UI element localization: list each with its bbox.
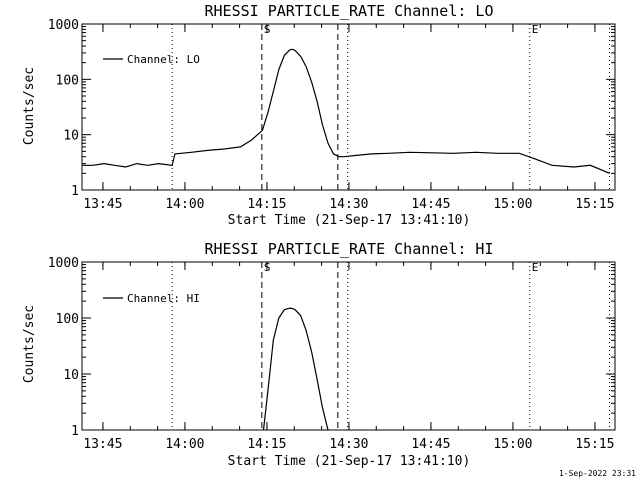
data-series-line <box>82 48 610 174</box>
event-marker-label: S <box>264 23 271 36</box>
y-tick-label: 1 <box>71 184 79 199</box>
x-tick-label: 14:00 <box>165 437 204 452</box>
x-tick-label: 14:00 <box>165 197 204 212</box>
legend-label: Channel: HI <box>127 292 200 305</box>
event-marker-label: E <box>532 23 539 36</box>
y-tick-label: 10 <box>63 368 79 383</box>
footer-timestamp: 1-Sep-2022 23:31 <box>558 469 636 478</box>
plot-frame <box>81 261 616 431</box>
x-tick-label: 14:15 <box>247 437 286 452</box>
chart-title: RHESSI PARTICLE_RATE Channel: LO <box>205 2 494 20</box>
data-series-line <box>262 307 329 431</box>
x-tick-label: 13:45 <box>83 437 122 452</box>
y-tick-label: 1000 <box>48 18 79 33</box>
x-tick-label: 15:00 <box>493 197 532 212</box>
x-tick-label: 14:30 <box>329 437 368 452</box>
y-tick-label: 100 <box>56 312 79 327</box>
y-tick-label: 1000 <box>48 256 79 271</box>
y-axis-label: Counts/sec <box>22 67 37 145</box>
chart-panel-hi: RHESSI PARTICLE_RATE Channel: HI Start T… <box>22 240 616 469</box>
chart-title: RHESSI PARTICLE_RATE Channel: HI <box>205 240 494 258</box>
x-tick-label: 15:00 <box>493 437 532 452</box>
plot-frame <box>81 23 616 191</box>
x-tick-label: 13:45 <box>83 197 122 212</box>
event-marker-label: E <box>532 261 539 274</box>
legend-label: Channel: LO <box>127 53 200 66</box>
event-marker-label: S <box>264 261 271 274</box>
x-tick-label: 14:45 <box>411 197 450 212</box>
x-axis-label: Start Time (21-Sep-17 13:41:10) <box>228 454 471 469</box>
x-tick-label: 14:45 <box>411 437 450 452</box>
x-tick-label: 15:15 <box>575 437 614 452</box>
y-tick-label: 100 <box>56 73 79 88</box>
x-axis-label: Start Time (21-Sep-17 13:41:10) <box>228 213 471 228</box>
y-tick-label: 10 <box>63 129 79 144</box>
chart-panel-lo: RHESSI PARTICLE_RATE Channel: LO Start T… <box>22 2 616 228</box>
y-tick-label: 1 <box>71 424 79 439</box>
x-tick-label: 15:15 <box>575 197 614 212</box>
y-axis-label: Counts/sec <box>22 305 37 383</box>
x-tick-label: 14:15 <box>247 197 286 212</box>
x-tick-label: 14:30 <box>329 197 368 212</box>
